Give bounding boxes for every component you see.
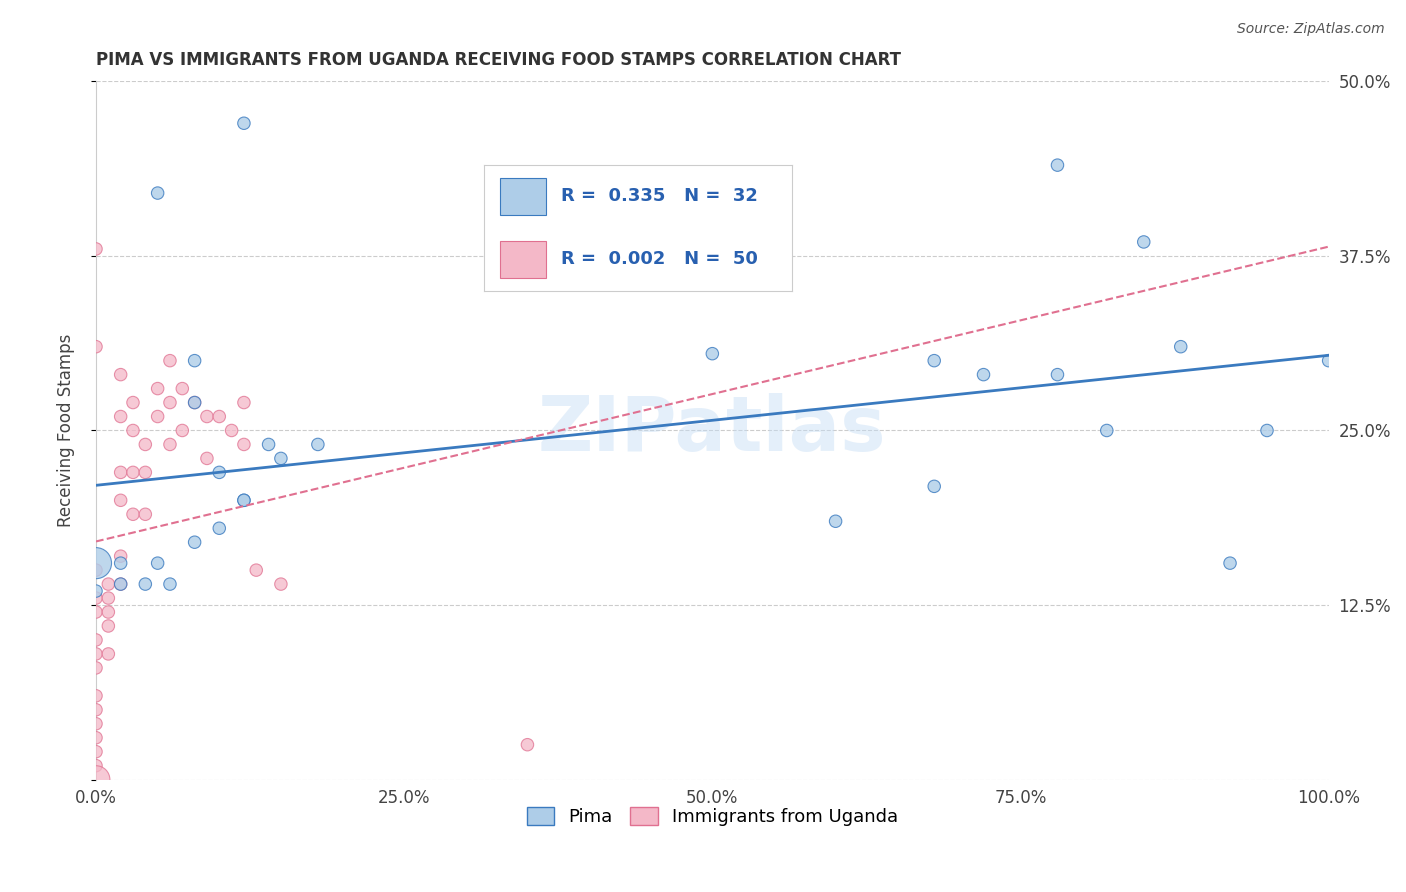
Point [245,563,267,577]
Point [172,424,194,438]
Point [110,549,132,564]
Point [1219,556,1241,570]
Point [307,437,329,451]
Point [922,479,945,493]
Point [122,424,145,438]
Point [183,535,205,549]
Point [172,382,194,396]
Point [208,521,231,535]
Point [110,368,132,382]
Point [159,395,181,409]
Point [84,731,107,745]
Point [146,409,169,424]
Point [110,466,132,480]
Point [110,556,132,570]
Point [1132,235,1154,249]
Point [257,437,280,451]
Point [134,508,156,522]
Point [208,466,231,480]
Point [84,703,107,717]
Point [195,409,218,424]
Point [232,437,254,451]
Point [84,584,107,599]
Point [84,716,107,731]
Point [110,493,132,508]
Point [183,353,205,368]
Point [208,409,231,424]
Legend: Pima, Immigrants from Uganda: Pima, Immigrants from Uganda [519,799,905,833]
Y-axis label: Receiving Food Stamps: Receiving Food Stamps [58,334,75,527]
Point [84,563,107,577]
Point [195,451,218,466]
Point [97,619,120,633]
Point [122,508,145,522]
Point [232,493,254,508]
Point [270,577,292,591]
Point [84,632,107,647]
Point [159,353,181,368]
Point [146,186,169,200]
Point [84,689,107,703]
Point [97,647,120,661]
Point [84,772,107,787]
Point [84,556,107,570]
Point [134,437,156,451]
Point [1317,353,1340,368]
Point [1170,340,1192,354]
Point [146,382,169,396]
Point [97,591,120,605]
Point [270,451,292,466]
Point [232,493,254,508]
Point [84,745,107,759]
Point [134,466,156,480]
Point [1046,158,1069,172]
Point [146,556,169,570]
Point [922,353,945,368]
Point [183,395,205,409]
Point [1095,424,1118,438]
Point [134,577,156,591]
Point [84,591,107,605]
Point [973,368,995,382]
Point [97,605,120,619]
Text: Source: ZipAtlas.com: Source: ZipAtlas.com [1237,22,1385,37]
Point [159,577,181,591]
Point [232,116,254,130]
Point [824,514,846,528]
Point [232,395,254,409]
Point [1256,424,1278,438]
Point [702,346,724,360]
Point [516,738,538,752]
Point [122,466,145,480]
Point [84,605,107,619]
Point [84,242,107,256]
Point [183,395,205,409]
Point [97,577,120,591]
Point [159,437,181,451]
Point [1046,368,1069,382]
Point [122,395,145,409]
Point [84,758,107,772]
Point [110,577,132,591]
Text: PIMA VS IMMIGRANTS FROM UGANDA RECEIVING FOOD STAMPS CORRELATION CHART: PIMA VS IMMIGRANTS FROM UGANDA RECEIVING… [96,51,901,69]
Point [84,647,107,661]
Point [221,424,243,438]
Point [84,661,107,675]
Point [110,577,132,591]
Text: ZIPatlas: ZIPatlas [538,393,887,467]
Point [84,340,107,354]
Point [110,409,132,424]
